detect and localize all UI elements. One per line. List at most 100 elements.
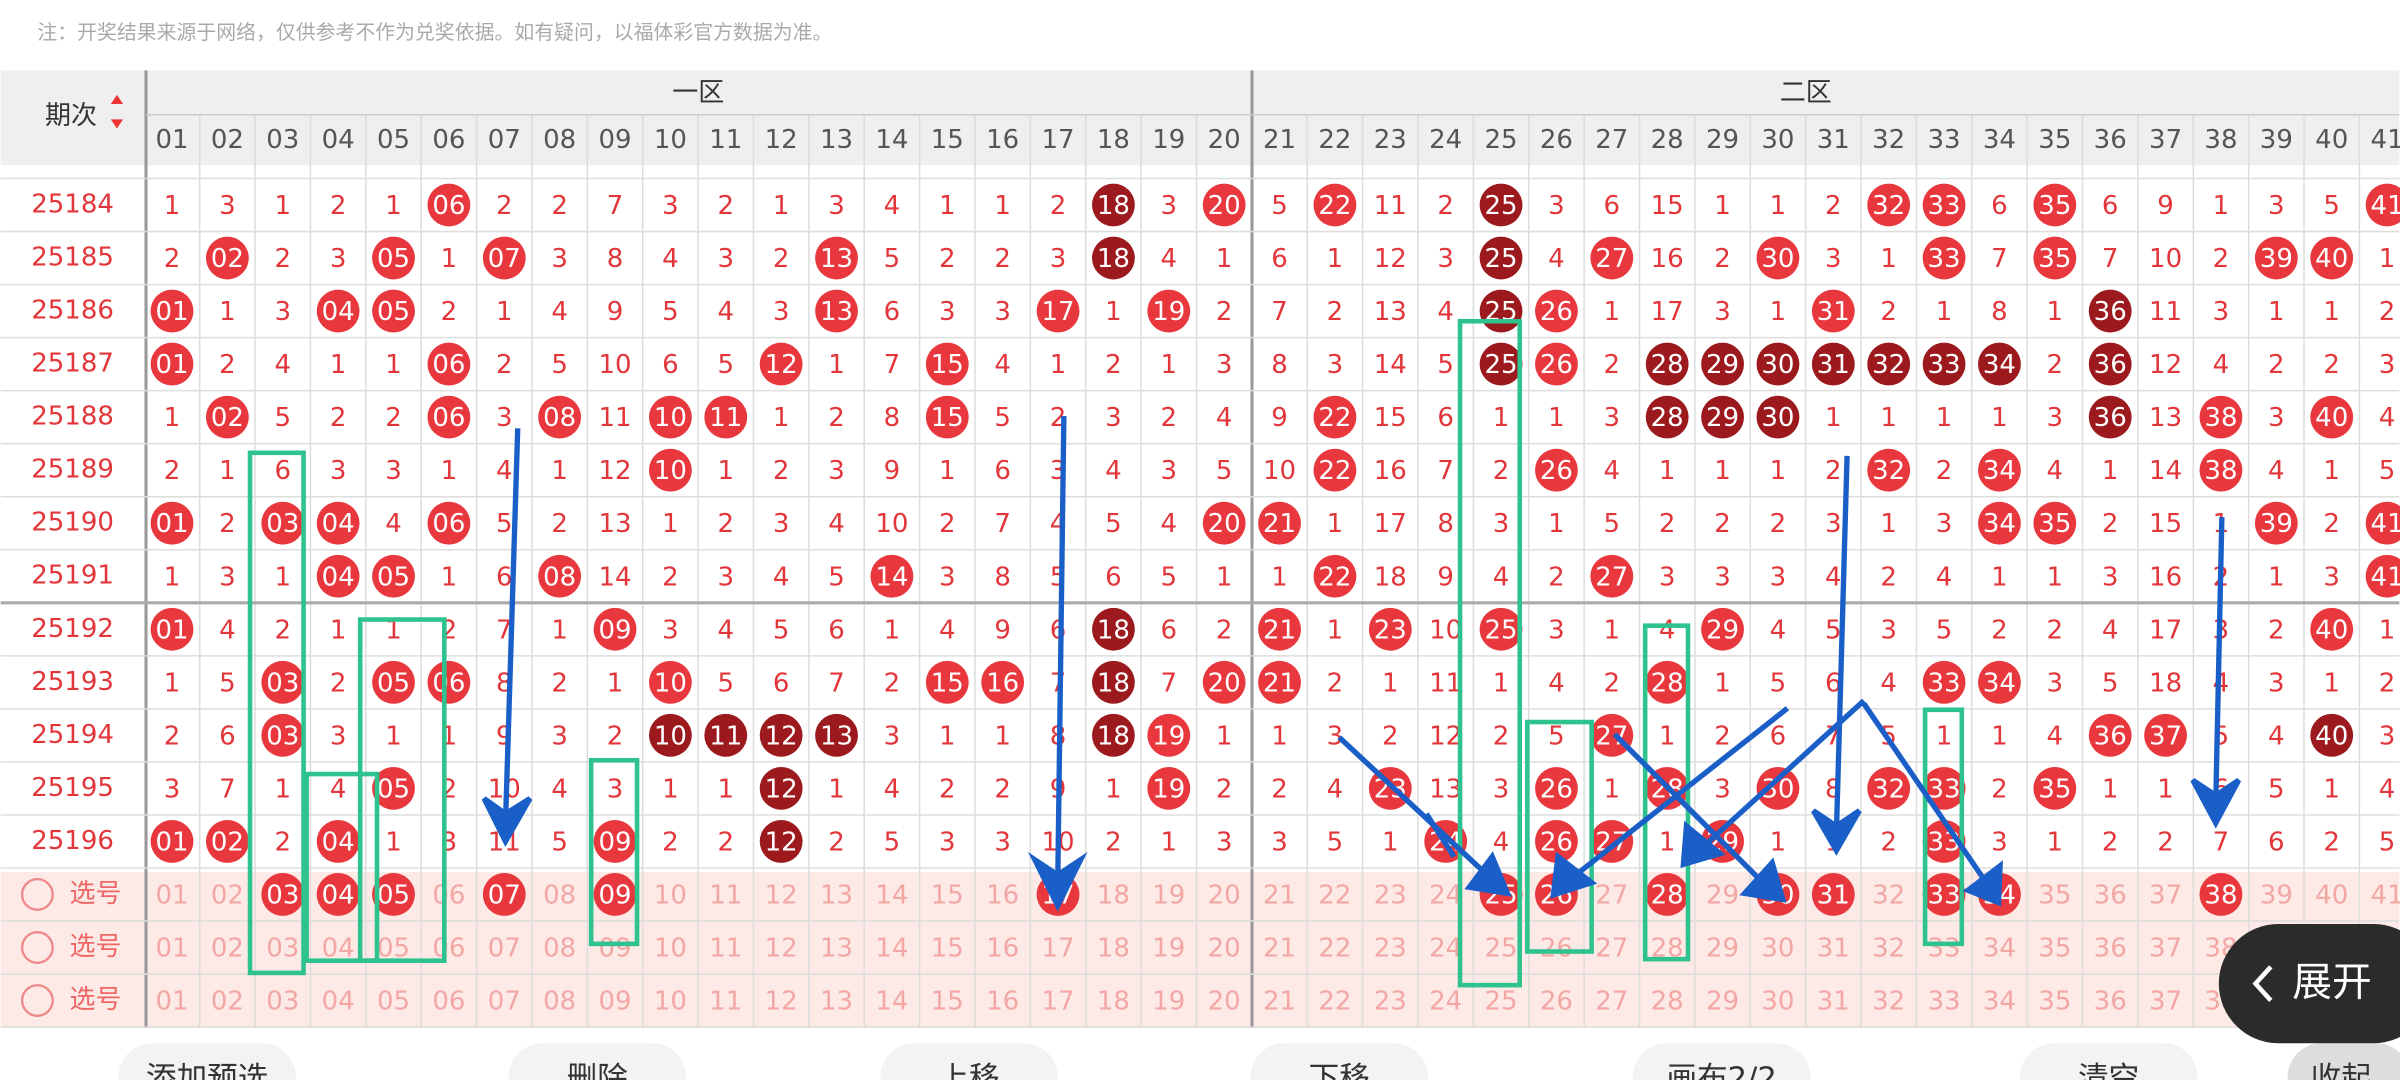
pick-number[interactable]: 23 <box>1374 880 1407 910</box>
pick-number[interactable]: 11 <box>709 987 742 1017</box>
toolbar-label[interactable]: 上移 <box>938 1062 999 1080</box>
pick-number[interactable]: 02 <box>211 934 244 964</box>
pick-number[interactable]: 23 <box>1374 934 1407 964</box>
pick-number[interactable]: 01 <box>155 880 188 910</box>
pick-number[interactable]: 14 <box>875 987 908 1017</box>
picked[interactable] <box>261 873 305 916</box>
pick-number[interactable]: 36 <box>2094 987 2127 1017</box>
pick-number[interactable]: 29 <box>1706 987 1739 1017</box>
pick-number[interactable]: 01 <box>155 934 188 964</box>
pick-number[interactable]: 03 <box>266 987 299 1017</box>
toolbar-button[interactable] <box>880 1043 1058 1080</box>
pick-number[interactable]: 33 <box>1928 880 1961 910</box>
pick-number[interactable]: 05 <box>377 987 410 1017</box>
pick-number[interactable]: 19 <box>1152 987 1185 1017</box>
pick-number[interactable]: 10 <box>654 880 687 910</box>
pick-number[interactable]: 14 <box>875 880 908 910</box>
pick-number[interactable]: 37 <box>2149 880 2182 910</box>
pick-number[interactable]: 24 <box>1429 987 1462 1017</box>
pick-number[interactable]: 32 <box>1872 880 1905 910</box>
toolbar-button[interactable] <box>2019 1043 2198 1080</box>
pick-number[interactable]: 26 <box>1540 934 1573 964</box>
pick-number[interactable]: 06 <box>432 880 465 910</box>
pick-number[interactable]: 07 <box>488 934 521 964</box>
toolbar-label[interactable]: 删除 <box>567 1062 628 1080</box>
picked[interactable] <box>316 873 360 916</box>
sort-up[interactable] <box>110 94 124 105</box>
pick-number[interactable]: 19 <box>1152 880 1185 910</box>
picked[interactable] <box>1922 873 1966 916</box>
pick-number[interactable]: 35 <box>2038 880 2071 910</box>
pick-number[interactable]: 22 <box>1318 987 1351 1017</box>
pick-number[interactable]: 28 <box>1651 880 1684 910</box>
pick-number[interactable]: 20 <box>1208 880 1241 910</box>
pick-number[interactable]: 17 <box>1041 987 1074 1017</box>
pick-number[interactable]: 24 <box>1429 880 1462 910</box>
pick-number[interactable]: 32 <box>1872 934 1905 964</box>
toolbar-label[interactable]: 清空 <box>2078 1062 2139 1080</box>
pick-number[interactable]: 34 <box>1983 934 2016 964</box>
pick-number[interactable]: 24 <box>1429 934 1462 964</box>
pick-number[interactable]: 30 <box>1761 987 1794 1017</box>
pick-number[interactable]: 26 <box>1540 987 1573 1017</box>
pick-number[interactable]: 14 <box>875 934 908 964</box>
toolbar-button[interactable] <box>1250 1043 1428 1080</box>
pick-number[interactable]: 25 <box>1485 934 1518 964</box>
pick-number[interactable]: 02 <box>211 987 244 1017</box>
pick-number[interactable]: 07 <box>488 880 521 910</box>
pick-number[interactable]: 11 <box>709 880 742 910</box>
toolbar-button[interactable] <box>1632 1043 1811 1080</box>
pick-number[interactable]: 38 <box>2204 880 2237 910</box>
pick-number[interactable]: 35 <box>2038 987 2071 1017</box>
pick-number[interactable]: 35 <box>2038 934 2071 964</box>
toolbar-label[interactable]: 收起 <box>2311 1062 2372 1080</box>
radio[interactable] <box>20 984 54 1017</box>
picked[interactable] <box>372 873 415 916</box>
toolbar-button[interactable] <box>2287 1043 2400 1080</box>
pick-number[interactable]: 03 <box>266 880 299 910</box>
pick-number[interactable]: 16 <box>986 880 1019 910</box>
pick-number[interactable]: 16 <box>986 934 1019 964</box>
pick-number[interactable]: 36 <box>2094 880 2127 910</box>
pick-number[interactable]: 09 <box>598 880 631 910</box>
pick-number[interactable]: 33 <box>1928 934 1961 964</box>
pick-number[interactable]: 16 <box>986 987 1019 1017</box>
picked[interactable] <box>1811 873 1855 916</box>
toolbar-label[interactable]: 下移 <box>1309 1062 1370 1080</box>
radio[interactable] <box>20 931 54 964</box>
pick-number[interactable]: 27 <box>1595 934 1628 964</box>
pick-number[interactable]: 31 <box>1817 880 1850 910</box>
pick-number[interactable]: 29 <box>1706 880 1739 910</box>
pick-number[interactable]: 27 <box>1595 987 1628 1017</box>
toolbar-button[interactable] <box>118 1043 296 1080</box>
pick-number[interactable]: 10 <box>654 934 687 964</box>
pick-number[interactable]: 18 <box>1097 987 1130 1017</box>
pick-number[interactable]: 20 <box>1208 987 1241 1017</box>
pick-number[interactable]: 21 <box>1263 880 1296 910</box>
pick-number[interactable]: 10 <box>654 987 687 1017</box>
pick-number[interactable]: 19 <box>1152 934 1185 964</box>
pick-number[interactable]: 13 <box>820 987 853 1017</box>
picked[interactable] <box>2199 873 2243 916</box>
pick-number[interactable]: 09 <box>598 987 631 1017</box>
pick-number[interactable]: 31 <box>1817 987 1850 1017</box>
pick-number[interactable]: 12 <box>765 934 798 964</box>
pick-number[interactable]: 15 <box>931 934 964 964</box>
toolbar-button[interactable] <box>508 1043 686 1080</box>
pick-number[interactable]: 20 <box>1208 934 1241 964</box>
pick-number[interactable]: 09 <box>598 934 631 964</box>
pick-number[interactable]: 37 <box>2149 987 2182 1017</box>
pick-number[interactable]: 11 <box>709 934 742 964</box>
pick-number[interactable]: 15 <box>931 987 964 1017</box>
pick-number[interactable]: 15 <box>931 880 964 910</box>
pick-number[interactable]: 05 <box>377 880 410 910</box>
pick-number[interactable]: 23 <box>1374 987 1407 1017</box>
pick-number[interactable]: 12 <box>765 987 798 1017</box>
expand-button[interactable] <box>2218 923 2400 1044</box>
pick-number[interactable]: 22 <box>1318 880 1351 910</box>
pick-number[interactable]: 08 <box>543 934 576 964</box>
pick-number[interactable]: 04 <box>322 880 355 910</box>
toolbar-label[interactable]: 画布2/2 <box>1666 1062 1776 1080</box>
pick-number[interactable]: 21 <box>1263 934 1296 964</box>
pick-number[interactable]: 32 <box>1872 987 1905 1017</box>
